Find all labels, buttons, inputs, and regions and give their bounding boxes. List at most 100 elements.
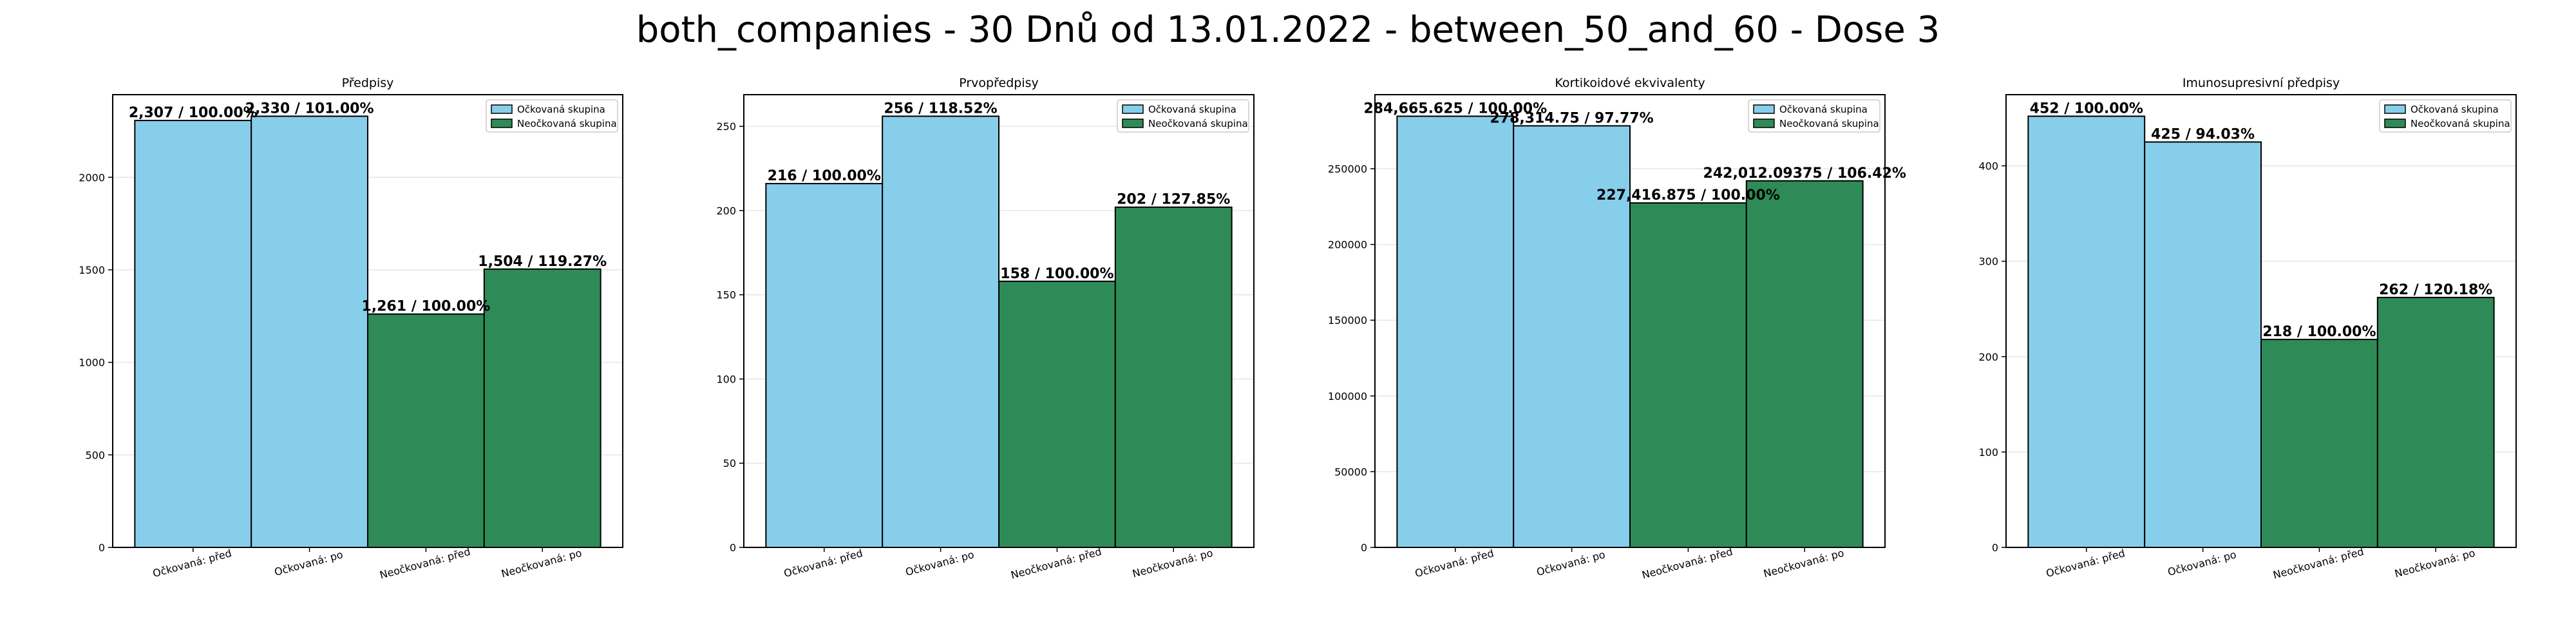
y-tick-label: 200: [1978, 351, 1998, 363]
legend: Očkovaná skupina Neočkovaná skupina: [1748, 99, 1880, 133]
legend-swatch: [1122, 104, 1144, 114]
x-tick-label: Očkovaná: po: [273, 548, 345, 578]
bar-label: 216 / 100.00%: [768, 168, 881, 184]
bar: [367, 313, 485, 548]
subplot-title: Imunosupresivní předpisy: [2183, 76, 2340, 90]
bar: [2027, 115, 2146, 548]
axes-frame: [1374, 94, 1886, 548]
bar: [483, 268, 601, 548]
y-tick-label: 100000: [1328, 390, 1367, 402]
y-tick-label: 400: [1978, 160, 1998, 173]
legend-label: Neočkovaná skupina: [2410, 118, 2510, 129]
legend-label: Neočkovaná skupina: [1779, 118, 1879, 129]
bar: [1114, 206, 1233, 548]
bar-label: 262 / 120.18%: [2379, 282, 2492, 298]
subplot-title: Kortikoidové ekvivalenty: [1555, 76, 1705, 90]
legend-swatch: [2384, 118, 2406, 128]
subplot-title: Prvopředpisy: [959, 76, 1039, 90]
subplot-title: Předpisy: [342, 76, 394, 90]
bar: [1396, 115, 1515, 549]
bar-label: 278,314.75 / 97.77%: [1490, 110, 1654, 126]
x-tick-label: Očkovaná: před: [1414, 547, 1495, 580]
bar: [2144, 141, 2262, 549]
legend-label: Neočkovaná skupina: [1148, 118, 1248, 129]
legend-label: Neočkovaná skupina: [517, 118, 617, 129]
bar-label: 242,012.09375 / 106.42%: [1703, 166, 1906, 182]
axes-frame: [743, 94, 1255, 548]
y-tick-label: 50000: [1334, 466, 1367, 478]
x-tick-label: Neočkovaná: před: [2272, 545, 2365, 582]
legend-label: Očkovaná skupina: [2410, 104, 2499, 115]
y-tick-label: 100: [1978, 446, 1998, 459]
y-tick-label: 0: [1361, 542, 1367, 554]
y-tick-label: 0: [99, 542, 105, 554]
bar-label: 158 / 100.00%: [1000, 266, 1113, 282]
y-tick-label: 1500: [79, 264, 105, 276]
legend-swatch: [2384, 104, 2406, 114]
subplot-1: 2,307 / 100.00%2,330 / 101.00% 1,261 / 10…: [79, 76, 623, 582]
x-tick-label: Neočkovaná: po: [1131, 547, 1214, 580]
x-tick-label: Očkovaná: před: [2045, 547, 2126, 580]
bar-label: 452 / 100.00%: [2030, 100, 2143, 117]
subplot-4: 452 / 100.00% 425 / 94.03% 218 / 100.00% 26…: [1978, 76, 2517, 582]
legend-label: Očkovaná skupina: [1148, 104, 1236, 115]
y-tick-label: 150: [716, 289, 736, 301]
y-tick-label: 1000: [79, 357, 105, 369]
bar-label: 284,665.625 / 100.00%: [1363, 100, 1547, 117]
y-tick-label: 200: [716, 205, 736, 217]
legend-swatch: [491, 104, 513, 114]
y-tick-label: 500: [85, 449, 105, 461]
bar: [1513, 125, 1631, 548]
bar: [251, 115, 368, 548]
y-tick-label: 100: [716, 373, 736, 385]
x-tick-label: Očkovaná: před: [151, 547, 233, 580]
bar: [1629, 202, 1747, 548]
figure-title: both_companies - 30 Dnů od 13.01.2022 - …: [636, 9, 1940, 51]
bar-label: 2,330 / 101.00%: [245, 100, 374, 117]
bar-label: 227,416.875 / 100.00%: [1596, 187, 1780, 204]
x-tick-label: Očkovaná: po: [904, 548, 976, 578]
bar: [2260, 339, 2378, 548]
legend: Očkovaná skupina Neočkovaná skupina: [1117, 99, 1249, 133]
bar-label: 2,307 / 100.00%: [129, 105, 258, 121]
bar: [134, 120, 252, 549]
legend-box: [1748, 99, 1880, 133]
x-tick-label: Očkovaná: po: [1535, 548, 1607, 578]
x-tick-label: Očkovaná: po: [2166, 548, 2238, 578]
legend-box: [1117, 99, 1249, 133]
y-tick-label: 0: [730, 542, 736, 554]
x-tick-label: Neočkovaná: po: [1762, 547, 1845, 580]
bar: [1745, 180, 1864, 548]
bar: [765, 183, 884, 548]
bar-label: 1,504 / 119.27%: [478, 254, 607, 270]
bar: [2376, 296, 2495, 548]
y-tick-label: 300: [1978, 256, 1998, 268]
bar: [998, 280, 1116, 548]
bar-label: 1,261 / 100.00%: [361, 299, 490, 315]
legend-label: Očkovaná skupina: [1779, 104, 1868, 115]
subplot-3: 284,665.625 / 100.00%278,314.75 / 97.77%…: [1328, 76, 1906, 582]
y-tick-label: 250000: [1328, 163, 1367, 175]
legend-swatch: [1122, 118, 1144, 128]
x-tick-label: Neočkovaná: po: [2393, 547, 2476, 580]
bar-label: 425 / 94.03%: [2151, 126, 2255, 142]
subplot-2: 216 / 100.00% 256 / 118.52% 158 / 100.00% 2…: [716, 76, 1255, 582]
axes-frame: [2005, 94, 2517, 548]
x-tick-label: Neočkovaná: před: [1641, 545, 1734, 582]
y-tick-label: 250: [716, 120, 736, 133]
legend-swatch: [1753, 104, 1775, 114]
legend-box: [2379, 99, 2512, 133]
x-tick-label: Očkovaná: před: [782, 547, 864, 580]
y-tick-label: 50: [723, 457, 736, 469]
bar-label: 202 / 127.85%: [1117, 192, 1230, 208]
axes-frame: [112, 94, 623, 548]
bar-label: 218 / 100.00%: [2262, 324, 2376, 340]
bar: [882, 115, 1000, 548]
x-tick-label: Neočkovaná: před: [1010, 545, 1103, 582]
y-tick-label: 2000: [79, 171, 105, 184]
y-tick-label: 0: [1992, 542, 1998, 554]
x-tick-label: Neočkovaná: po: [500, 547, 583, 580]
legend: Očkovaná skupina Neočkovaná skupina: [486, 99, 618, 133]
bar-label: 256 / 118.52%: [884, 100, 997, 117]
